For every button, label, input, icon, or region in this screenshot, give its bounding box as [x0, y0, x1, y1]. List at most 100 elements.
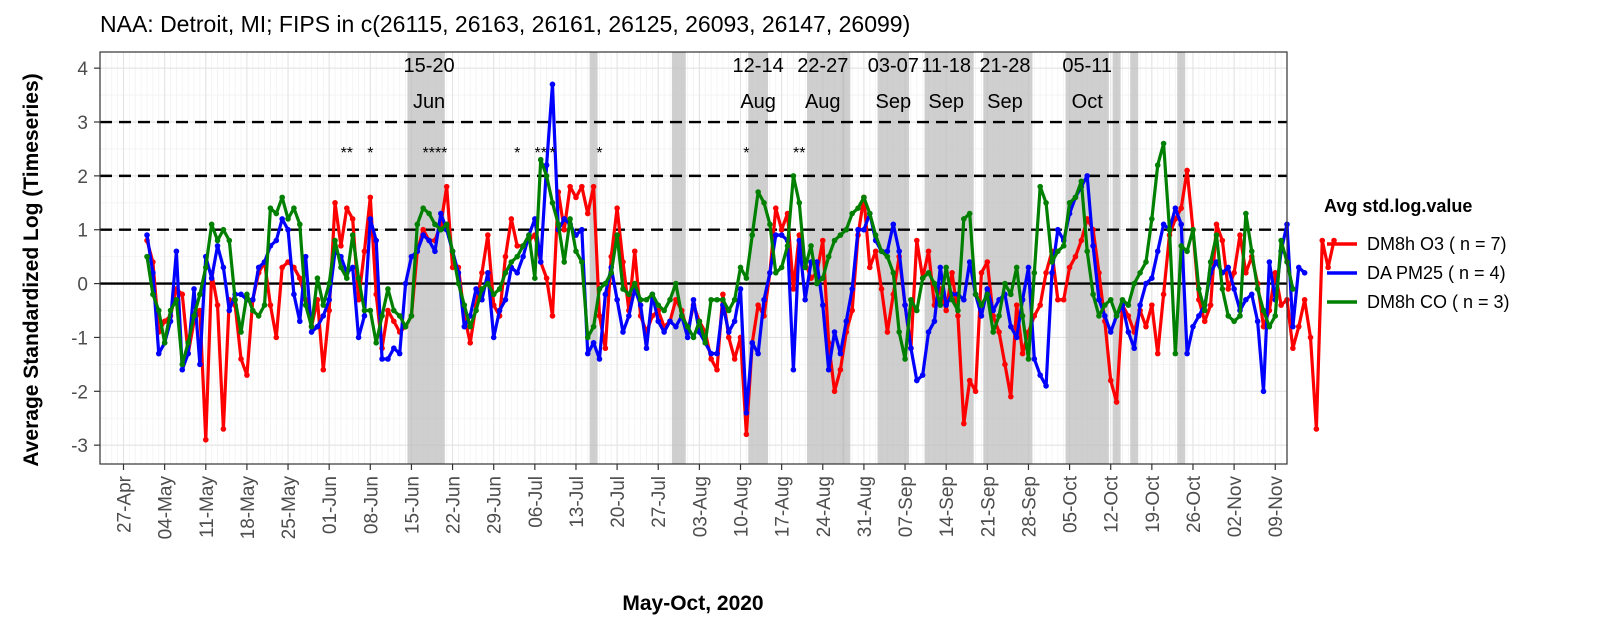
data-point [302, 253, 309, 260]
legend-entry: DM8h O3 ( n = 7) [1367, 234, 1507, 254]
data-point [984, 286, 991, 292]
data-point [1096, 313, 1102, 319]
data-point [1107, 329, 1114, 335]
data-point [1278, 302, 1284, 308]
data-point [273, 334, 280, 341]
data-point [185, 340, 191, 346]
data-point [249, 307, 256, 314]
data-point [391, 345, 397, 352]
data-point [767, 270, 773, 276]
data-point [379, 313, 385, 319]
data-point [1219, 286, 1226, 292]
data-point [1237, 232, 1243, 238]
data-point [584, 210, 591, 217]
x-tick-label: 21-Sep [978, 476, 999, 537]
data-point [1055, 226, 1061, 233]
data-point [408, 253, 415, 260]
data-point [596, 356, 603, 362]
data-point [150, 270, 156, 276]
data-point [978, 313, 985, 319]
data-point [1290, 345, 1296, 352]
data-point [543, 275, 550, 281]
data-point [702, 340, 709, 346]
period-label-month: Aug [805, 91, 841, 113]
data-point [502, 296, 509, 303]
data-point [1207, 259, 1214, 265]
data-point [678, 313, 685, 319]
data-point [720, 296, 726, 303]
data-point [725, 307, 732, 314]
data-point [637, 302, 644, 308]
data-point [249, 296, 256, 303]
data-point [1160, 291, 1167, 298]
data-point [338, 243, 344, 249]
data-point [878, 286, 885, 292]
data-point [943, 264, 949, 271]
data-point [720, 291, 726, 298]
x-tick-label: 09-Nov [1266, 476, 1287, 538]
data-point [455, 280, 462, 287]
period-label-range: 12-14 [733, 55, 784, 77]
data-point [549, 313, 556, 319]
data-point [1243, 270, 1249, 276]
data-point [508, 216, 515, 222]
data-point [1178, 221, 1185, 228]
data-point [667, 296, 673, 303]
data-point [1231, 270, 1237, 276]
data-point [573, 194, 579, 201]
data-point [1019, 313, 1026, 319]
period-label-range: 15-20 [403, 55, 454, 77]
data-point [1196, 286, 1202, 292]
data-point [144, 232, 150, 238]
data-point [1149, 302, 1155, 308]
data-point [861, 194, 867, 201]
data-point [1290, 323, 1296, 330]
data-point [197, 291, 203, 298]
x-tick-label: 07-Sep [896, 476, 917, 537]
x-tick-label: 10-Aug [732, 476, 753, 537]
data-point [908, 296, 914, 303]
data-point [338, 264, 344, 271]
data-point [1154, 350, 1161, 357]
data-point [1295, 264, 1302, 271]
shaded-period [924, 52, 974, 464]
data-point [614, 205, 620, 211]
data-point [1225, 286, 1232, 292]
data-point [955, 307, 961, 314]
data-point [1184, 248, 1190, 255]
data-point [579, 259, 585, 265]
data-point [191, 313, 197, 319]
data-point [261, 302, 268, 308]
data-point [884, 253, 891, 260]
data-point [596, 286, 603, 292]
data-point [238, 356, 244, 362]
shaded-period [748, 52, 769, 464]
data-point [643, 345, 650, 352]
data-point [1154, 248, 1161, 255]
x-tick-label: 03-Aug [690, 476, 711, 537]
data-point [150, 291, 156, 298]
data-point [872, 232, 879, 238]
data-point [1090, 243, 1096, 249]
data-point [1231, 318, 1237, 325]
data-point [355, 334, 362, 341]
data-point [1008, 291, 1014, 298]
data-point [155, 307, 162, 314]
data-point [796, 237, 803, 244]
data-point [173, 248, 180, 255]
data-point [714, 296, 720, 303]
data-point [913, 307, 920, 314]
data-point [784, 243, 791, 249]
data-point [1254, 318, 1261, 325]
legend-entry: DM8h CO ( n = 3) [1367, 292, 1510, 312]
data-point [1196, 313, 1202, 319]
data-point [1084, 173, 1091, 179]
data-point [1260, 307, 1267, 314]
data-point [355, 296, 362, 303]
data-point [684, 323, 691, 330]
data-point [737, 264, 744, 271]
data-point [961, 296, 967, 303]
data-point [508, 259, 515, 265]
data-point [473, 286, 479, 292]
data-point [708, 356, 714, 362]
